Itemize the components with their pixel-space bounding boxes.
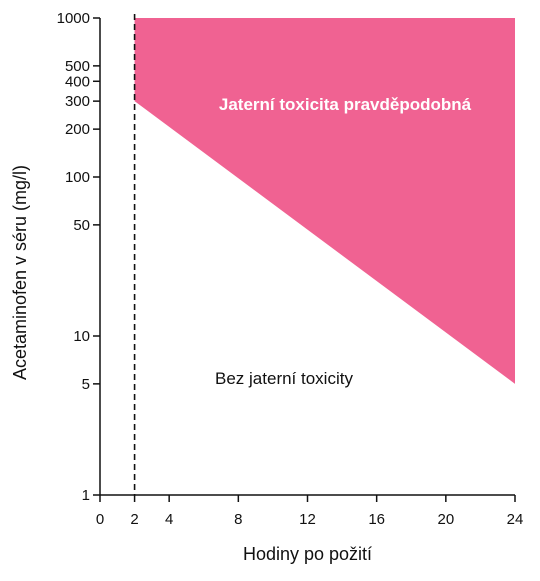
y-tick-label: 50 xyxy=(73,217,90,234)
x-tick-label: 24 xyxy=(507,511,524,528)
y-axis-title: Acetaminofen v séru (mg/l) xyxy=(10,165,30,380)
y-tick-label: 10 xyxy=(73,328,90,345)
y-tick-label: 400 xyxy=(65,73,90,90)
x-tick-label: 20 xyxy=(437,511,454,528)
toxicity-region xyxy=(134,18,516,384)
y-tick-label: 1000 xyxy=(57,10,90,27)
toxicity-probable-label: Jaterní toxicita pravděpodobná xyxy=(219,95,472,114)
x-tick-label: 4 xyxy=(165,511,173,528)
x-tick-label: 16 xyxy=(368,511,385,528)
x-axis-title: Hodiny po požití xyxy=(243,544,372,564)
x-tick-label: 2 xyxy=(130,511,138,528)
y-tick-label: 300 xyxy=(65,93,90,110)
x-tick-label: 8 xyxy=(234,511,242,528)
y-tick-label: 500 xyxy=(65,58,90,75)
y-tick-label: 200 xyxy=(65,121,90,138)
x-tick-label: 0 xyxy=(96,511,104,528)
no-toxicity-label: Bez jaterní toxicity xyxy=(215,369,353,388)
y-tick-label: 5 xyxy=(82,376,90,393)
y-tick-label: 1 xyxy=(82,487,90,504)
y-tick-label: 100 xyxy=(65,169,90,186)
x-tick-label: 12 xyxy=(299,511,316,528)
